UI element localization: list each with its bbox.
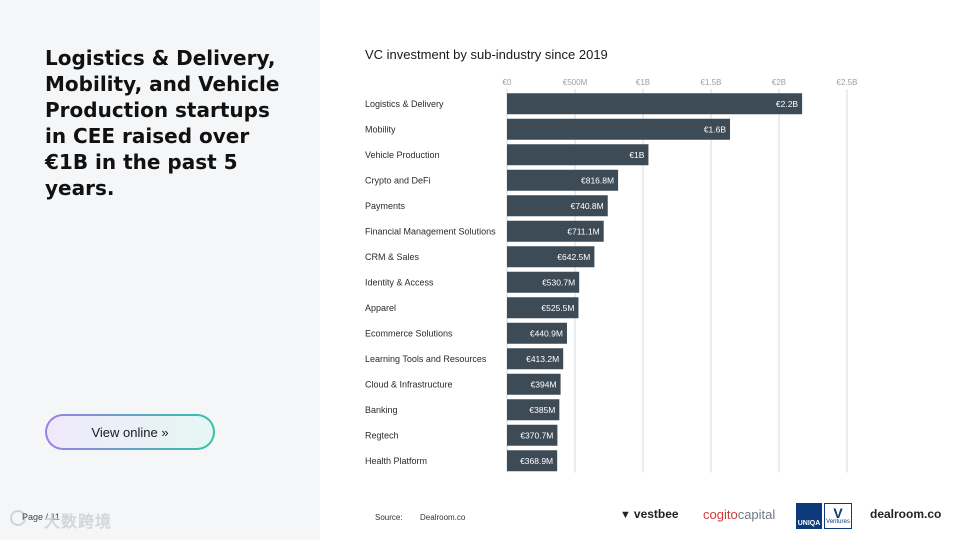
bar xyxy=(507,373,561,395)
ventures-logo-text: Ventures xyxy=(826,519,850,525)
bar xyxy=(507,399,560,421)
category-label: Regtech xyxy=(365,430,399,440)
bar xyxy=(507,144,649,166)
cogito-capital-logo: cogitocapital xyxy=(703,507,775,522)
x-tick-label: €1B xyxy=(636,78,650,87)
bar-value-label: €642.5M xyxy=(557,252,590,262)
ventures-badge: V Ventures xyxy=(824,503,852,529)
bar-chart: €0 €500M €1B €1.5B €2B €2.5B Logistics & Deliv… xyxy=(365,78,858,473)
bar-value-label: €413.2M xyxy=(526,354,559,364)
bar-value-label: €711.1M xyxy=(567,226,599,236)
bar xyxy=(507,348,564,370)
bar-value-label: €440.9M xyxy=(530,328,563,338)
chart-title: VC investment by sub-industry since 2019 xyxy=(365,47,608,62)
bar xyxy=(507,169,619,191)
vestbee-logo-text: vestbee xyxy=(633,507,679,521)
bar-value-label: €525.5M xyxy=(541,303,574,313)
bar-value-label: €2.2B xyxy=(776,99,799,109)
view-online-button[interactable]: View online » xyxy=(45,414,215,450)
bar xyxy=(507,93,803,115)
category-label: Apparel xyxy=(365,303,396,313)
uniqa-ventures-logo: UNIQA V Ventures xyxy=(796,503,852,529)
capital-logo-text: capital xyxy=(737,507,776,522)
bar xyxy=(507,195,608,217)
bar-value-label: €740.8M xyxy=(571,201,604,211)
category-label: Ecommerce Solutions xyxy=(365,328,453,338)
category-label: Banking xyxy=(365,405,398,415)
category-label: Crypto and DeFi xyxy=(365,175,431,185)
category-label: CRM & Sales xyxy=(365,252,420,262)
x-tick-label: €500M xyxy=(563,78,588,87)
uniqa-logo-text: UNIQA xyxy=(796,503,822,529)
bar-value-label: €530.7M xyxy=(542,277,575,287)
category-label: Payments xyxy=(365,201,406,211)
watermark: 大数跨境 xyxy=(44,512,113,531)
bar xyxy=(507,220,604,242)
bar xyxy=(507,322,567,344)
bar-value-label: €385M xyxy=(529,405,555,415)
bar xyxy=(507,246,595,268)
category-label: Financial Management Solutions xyxy=(365,226,496,236)
headline: Logistics & Delivery, Mobility, and Vehi… xyxy=(45,46,280,200)
bar-value-label: €394M xyxy=(531,379,557,389)
uniqa-v-mark: V xyxy=(833,505,843,521)
bar xyxy=(507,450,558,472)
bar-value-label: €370.7M xyxy=(520,430,553,440)
source-value: Dealroom.co xyxy=(420,513,466,522)
bar xyxy=(507,118,731,140)
watermark-logo-icon xyxy=(10,510,26,526)
cogito-logo-text: cogito xyxy=(703,507,738,522)
vestbee-logo: ▼ vestbee xyxy=(620,507,679,521)
category-label: Logistics & Delivery xyxy=(365,99,444,109)
bar-value-label: €1B xyxy=(629,150,644,160)
category-label: Vehicle Production xyxy=(365,150,440,160)
bar-value-label: €368.9M xyxy=(520,456,553,466)
bar-value-label: €1.6B xyxy=(704,124,727,134)
source-label: Source: xyxy=(375,513,403,522)
dealroom-logo: dealroom.co xyxy=(870,507,942,521)
category-label: Identity & Access xyxy=(365,277,434,287)
bar xyxy=(507,297,579,319)
x-tick-label: €2.5B xyxy=(837,78,858,87)
category-label: Health Platform xyxy=(365,456,427,466)
bar xyxy=(507,271,580,293)
x-tick-label: €1.5B xyxy=(701,78,722,87)
left-panel xyxy=(0,0,320,540)
x-tick-label: €2B xyxy=(772,78,786,87)
page-number: Page / 11 xyxy=(22,512,60,522)
bar xyxy=(507,424,558,446)
vestbee-mark-icon: ▼ xyxy=(620,509,631,521)
x-tick-label: €0 xyxy=(503,78,512,87)
category-label: Mobility xyxy=(365,124,396,134)
category-label: Cloud & Infrastructure xyxy=(365,379,453,389)
bar-value-label: €816.8M xyxy=(581,175,614,185)
category-label: Learning Tools and Resources xyxy=(365,354,487,364)
